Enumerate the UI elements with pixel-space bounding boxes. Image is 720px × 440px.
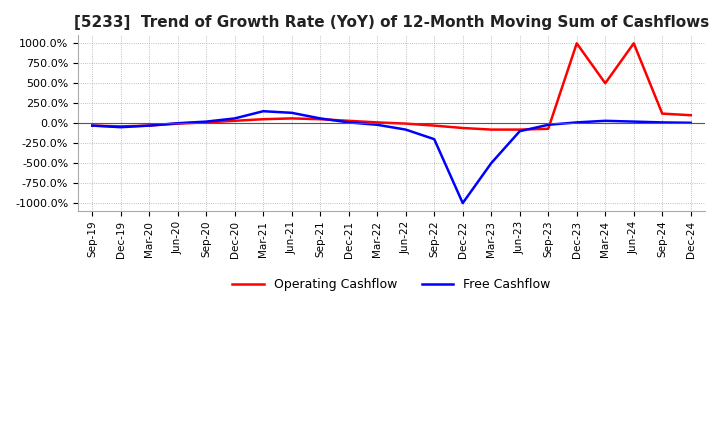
Operating Cashflow: [686, 113, 695, 118]
Title: [5233]  Trend of Growth Rate (YoY) of 12-Month Moving Sum of Cashflows: [5233] Trend of Growth Rate (YoY) of 12-…: [74, 15, 709, 30]
Operating Cashflow: [316, 117, 325, 122]
Operating Cashflow: [402, 121, 410, 126]
Legend: Operating Cashflow, Free Cashflow: Operating Cashflow, Free Cashflow: [228, 273, 556, 296]
Free Cashflow: [572, 120, 581, 125]
Free Cashflow: [174, 121, 182, 126]
Operating Cashflow: [230, 118, 239, 124]
Operating Cashflow: [629, 40, 638, 46]
Operating Cashflow: [344, 118, 353, 124]
Operating Cashflow: [658, 111, 667, 116]
Free Cashflow: [459, 201, 467, 206]
Operating Cashflow: [373, 120, 382, 125]
Free Cashflow: [487, 161, 495, 166]
Free Cashflow: [402, 127, 410, 132]
Operating Cashflow: [516, 127, 524, 132]
Free Cashflow: [259, 109, 268, 114]
Operating Cashflow: [459, 125, 467, 131]
Free Cashflow: [658, 120, 667, 125]
Free Cashflow: [202, 119, 210, 124]
Operating Cashflow: [259, 117, 268, 122]
Operating Cashflow: [174, 121, 182, 126]
Free Cashflow: [344, 120, 353, 125]
Free Cashflow: [316, 116, 325, 121]
Free Cashflow: [430, 136, 438, 142]
Free Cashflow: [287, 110, 296, 115]
Operating Cashflow: [202, 120, 210, 125]
Operating Cashflow: [88, 123, 96, 128]
Operating Cashflow: [601, 81, 610, 86]
Free Cashflow: [516, 128, 524, 134]
Free Cashflow: [88, 123, 96, 128]
Operating Cashflow: [145, 123, 153, 128]
Free Cashflow: [601, 118, 610, 124]
Operating Cashflow: [117, 124, 125, 129]
Line: Operating Cashflow: Operating Cashflow: [92, 43, 690, 130]
Operating Cashflow: [544, 126, 552, 132]
Free Cashflow: [373, 122, 382, 128]
Line: Free Cashflow: Free Cashflow: [92, 111, 690, 203]
Operating Cashflow: [487, 127, 495, 132]
Operating Cashflow: [430, 123, 438, 128]
Free Cashflow: [145, 123, 153, 128]
Free Cashflow: [629, 119, 638, 124]
Free Cashflow: [117, 125, 125, 130]
Operating Cashflow: [572, 40, 581, 46]
Free Cashflow: [686, 120, 695, 125]
Free Cashflow: [230, 116, 239, 121]
Free Cashflow: [544, 122, 552, 128]
Operating Cashflow: [287, 116, 296, 121]
